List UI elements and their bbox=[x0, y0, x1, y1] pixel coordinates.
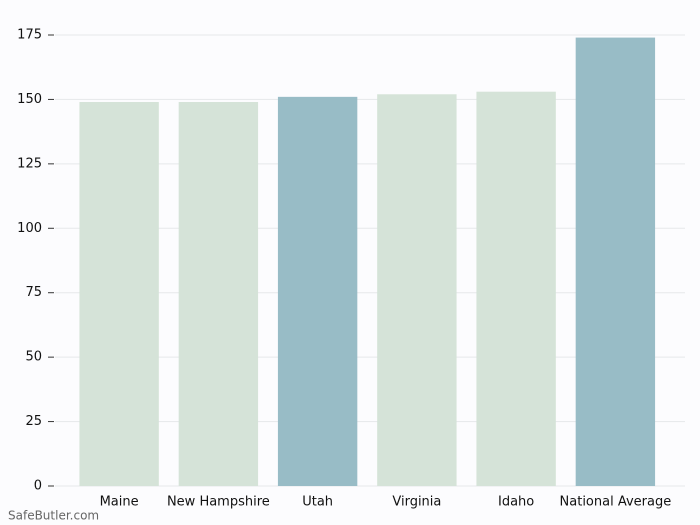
y-tick-label: 100 bbox=[17, 221, 42, 236]
y-tick-label: 25 bbox=[25, 414, 42, 429]
x-tick-label: New Hampshire bbox=[167, 495, 270, 510]
watermark: SafeButler.com bbox=[8, 509, 99, 523]
bar bbox=[277, 96, 358, 486]
bar bbox=[79, 102, 159, 487]
y-tick-label: 0 bbox=[34, 479, 42, 494]
x-tick-label: Maine bbox=[100, 495, 139, 510]
x-tick-label: National Average bbox=[560, 495, 672, 510]
bar bbox=[575, 37, 656, 486]
bar bbox=[377, 94, 457, 486]
x-tick-label: Virginia bbox=[392, 495, 441, 510]
y-tick-label: 150 bbox=[17, 92, 42, 107]
x-tick-label: Utah bbox=[302, 495, 333, 510]
bar bbox=[178, 102, 259, 487]
y-tick-label: 50 bbox=[25, 350, 42, 365]
y-tick-label: 75 bbox=[25, 285, 42, 300]
x-tick-label: Idaho bbox=[498, 495, 534, 510]
bar bbox=[476, 91, 556, 486]
y-tick-label: 175 bbox=[17, 28, 42, 43]
y-tick-label: 125 bbox=[17, 156, 42, 171]
